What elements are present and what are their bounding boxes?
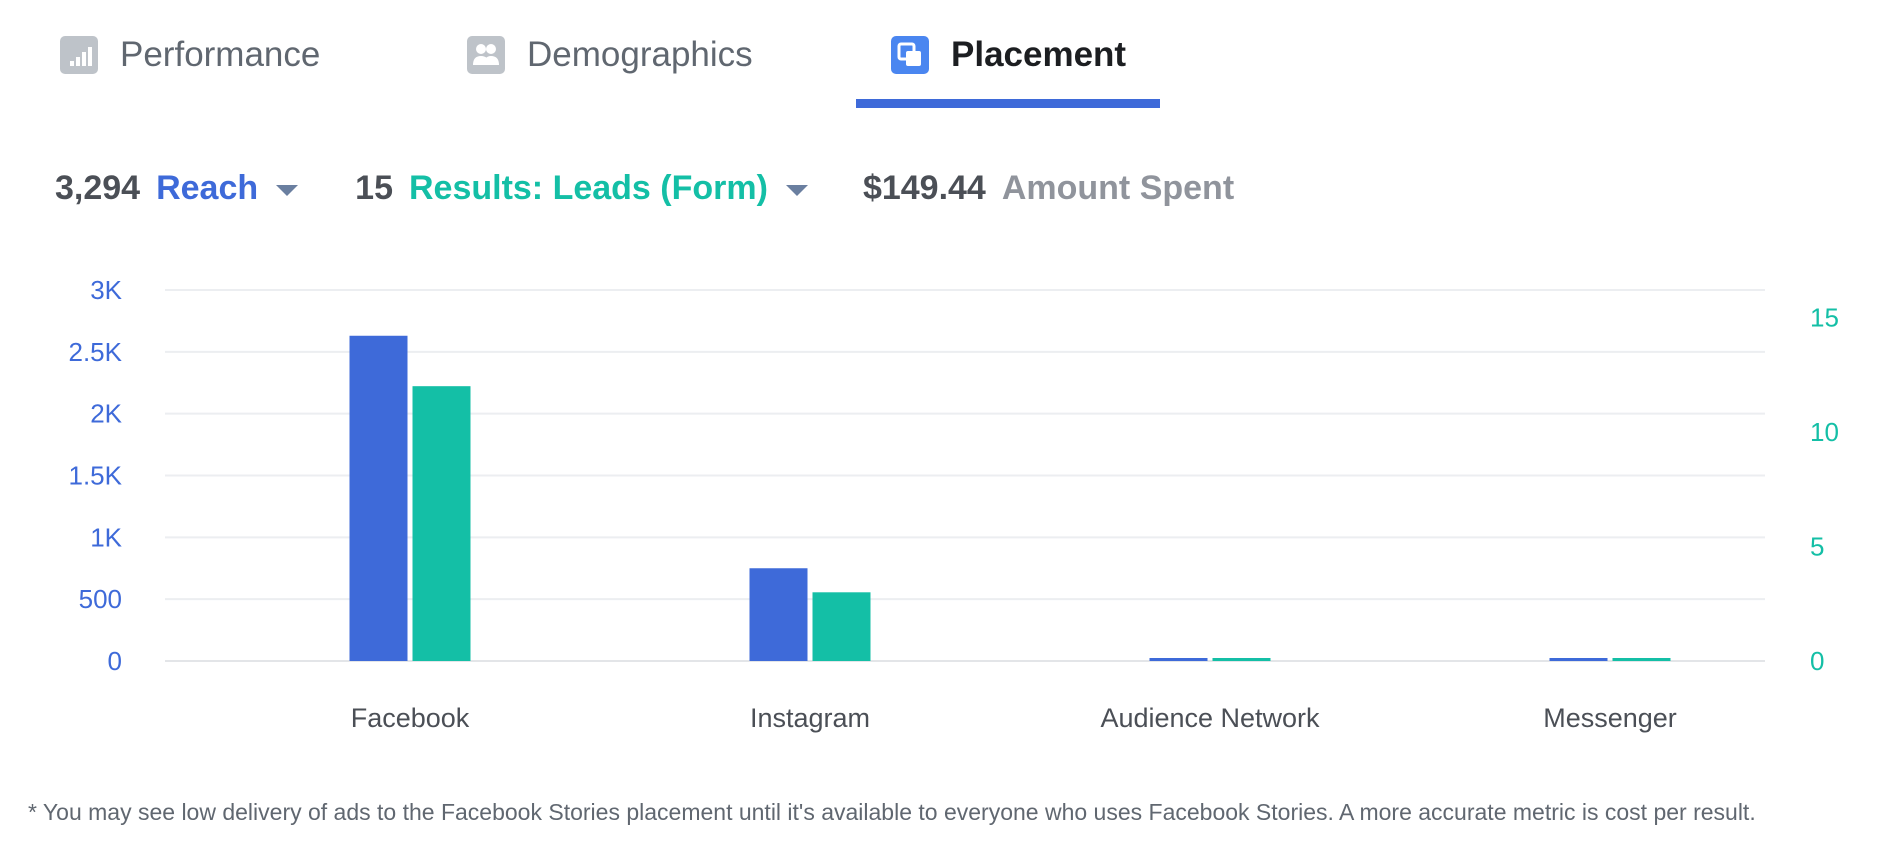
results-selector[interactable]: Results: Leads (Form) [393, 169, 808, 208]
tab-demographics-label: Demographics [527, 35, 753, 74]
placement-bar-chart: 0 500 1K 1.5K 2K 2.5K 3K 0 5 10 15 Facebook Instagra… [69, 275, 1839, 733]
reach-label: Reach [156, 168, 259, 207]
x-category-label: Facebook [351, 703, 470, 733]
bar-reach [349, 335, 408, 661]
x-category-label: Audience Network [1100, 703, 1320, 733]
tab-performance-label: Performance [120, 35, 321, 74]
bar-results [1212, 658, 1271, 661]
y-left-tick-label: 2K [90, 399, 122, 429]
y-left-tick-label: 3K [90, 275, 122, 305]
x-category-label: Messenger [1543, 703, 1677, 733]
reach-selector[interactable]: Reach [140, 168, 299, 208]
y-left-tick-label: 500 [79, 584, 122, 614]
tab-placement-label: Placement [951, 35, 1127, 74]
metrics-bar: 3,294 Reach 15 Results: Leads (Form) $14… [55, 163, 1234, 213]
bar-reach [1149, 658, 1208, 661]
bar-reach [749, 568, 808, 661]
active-tab-indicator [856, 99, 1160, 108]
amount-spent-label: Amount Spent [1001, 168, 1235, 207]
chevron-down-icon [785, 184, 808, 196]
x-category-label: Instagram [750, 703, 870, 733]
tab-placement[interactable]: Placement [891, 0, 1126, 110]
y-left-tick-label: 0 [108, 646, 122, 676]
bar-chart-icon [60, 36, 98, 74]
placement-icon [891, 36, 929, 74]
y-right-tick-label: 15 [1810, 302, 1839, 332]
bar-results [1612, 658, 1671, 661]
footnote: * You may see low delivery of ads to the… [28, 799, 1756, 825]
results-value: 15 [355, 168, 393, 207]
bar-reach [1549, 658, 1608, 661]
tab-demographics[interactable]: Demographics [467, 0, 753, 110]
results-label: Results: Leads (Form) [408, 168, 768, 207]
amount-spent-value: $149.44 [862, 168, 986, 207]
people-icon [467, 36, 505, 74]
bar-results [412, 386, 471, 661]
y-right-tick-label: 5 [1810, 531, 1824, 561]
reach-value: 3,294 [55, 168, 141, 207]
y-left-tick-label: 1K [90, 522, 122, 552]
y-right-tick-label: 10 [1810, 417, 1839, 447]
y-left-tick-label: 1.5K [69, 461, 123, 491]
y-left-tick-label: 2.5K [69, 337, 123, 367]
chevron-down-icon [276, 184, 299, 196]
bar-results [812, 592, 871, 661]
tab-performance[interactable]: Performance [60, 0, 320, 110]
y-right-tick-label: 0 [1810, 646, 1824, 676]
